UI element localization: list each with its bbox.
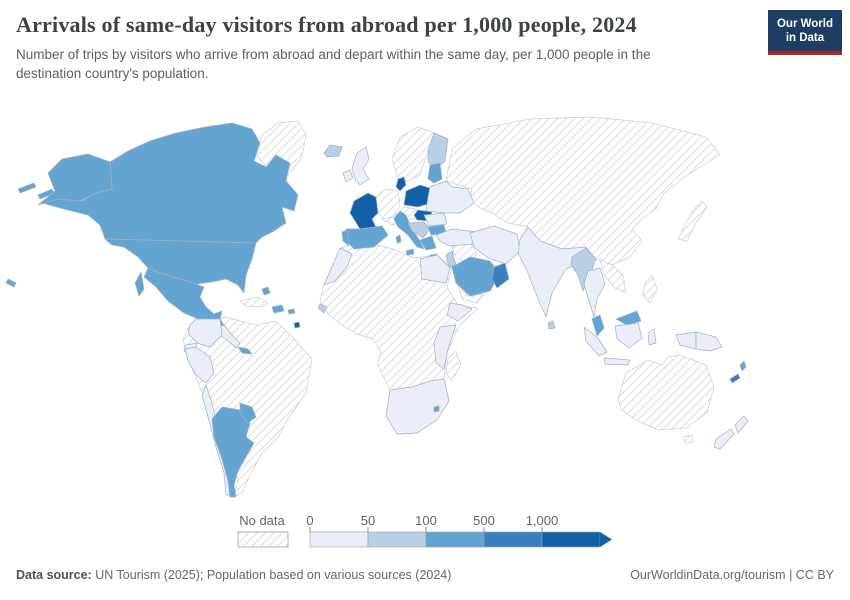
country-greece[interactable] xyxy=(419,235,437,251)
region-balkans[interactable] xyxy=(407,221,431,239)
country-puerto-rico[interactable] xyxy=(287,308,296,315)
country-thailand[interactable] xyxy=(583,267,606,318)
map-legend: No data 0 50 100 500 1,000 xyxy=(237,513,612,548)
chart-header: Arrivals of same-day visitors from abroa… xyxy=(16,12,766,84)
owid-logo[interactable]: Our World in Data xyxy=(767,10,842,55)
legend-arrow-tip xyxy=(600,532,612,547)
chart-footer: Data source: UN Tourism (2025); Populati… xyxy=(16,568,834,582)
legend-no-data-swatch[interactable] xyxy=(237,531,289,548)
country-united-states[interactable] xyxy=(104,238,257,294)
region-new-caledonia[interactable] xyxy=(729,373,741,384)
legend-tick-0: 0 xyxy=(306,513,313,528)
choropleth-svg xyxy=(5,116,749,498)
country-ethiopia[interactable] xyxy=(446,302,473,322)
data-source-label: Data source: xyxy=(16,568,92,582)
country-egypt[interactable] xyxy=(419,254,451,284)
country-madagascar[interactable] xyxy=(445,350,462,382)
owid-logo-line1: Our World xyxy=(776,18,833,30)
country-portugal[interactable] xyxy=(341,229,350,247)
country-peru[interactable] xyxy=(184,346,215,384)
country-united-states-alaska[interactable] xyxy=(37,153,113,206)
legend-tick-50: 50 xyxy=(361,513,375,528)
legend-color-scale: 0 50 100 500 1,000 xyxy=(306,513,612,548)
world-map xyxy=(0,106,850,508)
data-source: Data source: UN Tourism (2025); Populati… xyxy=(16,568,451,582)
legend-tick-100: 100 xyxy=(415,513,437,528)
legend-bin-0-50[interactable] xyxy=(309,531,369,548)
legend-tick-1000: 1,000 xyxy=(526,513,559,528)
region-tanzania-zambia[interactable] xyxy=(433,324,457,370)
license-link[interactable]: CC BY xyxy=(795,568,834,582)
region-tasmania[interactable] xyxy=(683,434,694,444)
country-australia[interactable] xyxy=(617,354,715,431)
country-iceland[interactable] xyxy=(323,144,343,158)
country-philippines[interactable] xyxy=(642,274,658,304)
owid-tourism-link[interactable]: OurWorldinData.org/tourism xyxy=(630,568,786,582)
data-source-text: UN Tourism (2025); Population based on v… xyxy=(91,568,452,582)
country-india[interactable] xyxy=(517,226,587,318)
region-sicily[interactable] xyxy=(405,248,415,256)
country-mexico-baja[interactable] xyxy=(134,271,145,297)
owid-logo-line2: in Data xyxy=(785,32,825,45)
country-italy[interactable] xyxy=(393,210,425,250)
country-japan[interactable] xyxy=(677,200,708,242)
country-spain[interactable] xyxy=(343,225,389,250)
legend-no-data-label: No data xyxy=(239,513,285,528)
country-colombia[interactable] xyxy=(187,318,223,348)
country-mexico[interactable] xyxy=(143,267,223,324)
country-united-kingdom[interactable] xyxy=(351,146,370,186)
legend-bin-100-500[interactable] xyxy=(425,531,485,548)
footer-separator: | xyxy=(785,568,796,582)
page-title: Arrivals of same-day visitors from abroa… xyxy=(16,12,637,37)
legend-tick-500: 500 xyxy=(473,513,495,528)
country-paraguay[interactable] xyxy=(239,402,257,424)
country-argentina[interactable] xyxy=(211,406,255,498)
country-malaysia[interactable] xyxy=(591,310,642,337)
country-ireland[interactable] xyxy=(342,169,354,183)
legend-bin-1000-plus[interactable] xyxy=(541,531,601,548)
region-sierra-leone[interactable] xyxy=(317,303,328,314)
region-hispaniola[interactable] xyxy=(271,304,285,314)
country-yemen[interactable] xyxy=(457,284,485,304)
country-romania[interactable] xyxy=(423,212,448,227)
country-france[interactable] xyxy=(349,192,379,230)
region-southern-africa[interactable] xyxy=(385,378,450,435)
country-oman[interactable] xyxy=(491,262,510,289)
country-bahamas[interactable] xyxy=(261,286,271,296)
region-baltic-states[interactable] xyxy=(427,162,443,184)
region-vietnam-laos[interactable] xyxy=(599,258,627,294)
country-papua-new-guinea[interactable] xyxy=(695,331,723,352)
country-denmark[interactable] xyxy=(395,176,407,192)
footer-links: OurWorldinData.org/tourism | CC BY xyxy=(630,568,834,582)
country-indonesia[interactable] xyxy=(583,322,697,366)
country-iran[interactable] xyxy=(469,225,521,265)
country-ukraine[interactable] xyxy=(425,180,475,214)
country-finland[interactable] xyxy=(427,132,449,172)
region-sardinia[interactable] xyxy=(395,234,402,244)
page-subtitle: Number of trips by visitors who arrive f… xyxy=(16,47,651,81)
country-new-zealand[interactable] xyxy=(713,415,749,450)
region-russia-china-central-asia[interactable] xyxy=(445,116,721,266)
country-united-states-aleutians[interactable] xyxy=(17,182,55,200)
country-cuba[interactable] xyxy=(239,296,269,308)
country-panama[interactable] xyxy=(237,346,253,355)
legend-bin-500-1000[interactable] xyxy=(483,531,543,548)
country-united-states-hawaii[interactable] xyxy=(5,278,17,288)
country-vanuatu[interactable] xyxy=(739,360,747,372)
country-trinidad-and-tobago[interactable] xyxy=(293,321,301,329)
country-eswatini[interactable] xyxy=(433,405,440,413)
country-sri-lanka[interactable] xyxy=(547,320,556,330)
legend-bin-50-100[interactable] xyxy=(367,531,427,548)
country-morocco[interactable] xyxy=(323,247,353,286)
